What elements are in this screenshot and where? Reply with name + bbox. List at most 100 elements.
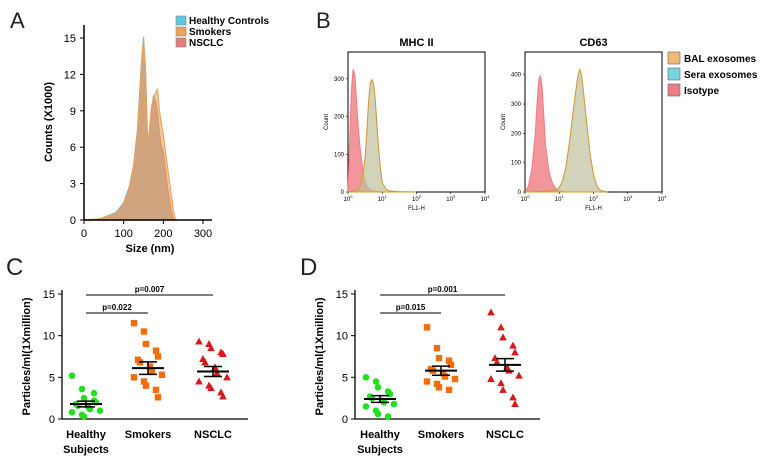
p-value-label: p=0.022	[102, 303, 132, 312]
data-point	[130, 319, 138, 327]
panel-label-d: D	[300, 254, 317, 281]
data-point	[372, 378, 380, 385]
x-tick-label: 100	[521, 194, 531, 203]
chart-a: 0 3 6 9 12 15 0 100 200 300 Size (nm) Counts (X1000…	[43, 15, 269, 255]
category-label-smokers: Smokers	[125, 429, 171, 441]
legend-swatch-sera-exosomes	[667, 67, 681, 81]
legend-label-nsclc: NSCLC	[189, 38, 223, 49]
category-label-healthy-subjects: Healthy	[66, 429, 107, 441]
data-point	[68, 372, 76, 379]
chart-d: 0 5 10 15 Healthy Subjects Smokers NSCLC Particl…	[314, 285, 540, 456]
data-point	[445, 357, 453, 364]
data-point	[509, 393, 517, 401]
y-tick-label: 300	[511, 102, 522, 108]
y-tick-label: 0	[518, 190, 522, 196]
y-axis-label: Counts (X1000)	[43, 82, 55, 162]
data-point	[497, 379, 505, 387]
y-tick-label: 200	[334, 115, 345, 121]
data-point	[451, 375, 459, 383]
data-point	[154, 353, 162, 360]
chart-title: MHC II	[399, 37, 433, 49]
category-label-nsclc: NSCLC	[486, 429, 524, 441]
data-point	[213, 369, 221, 377]
y-tick-label: 15	[64, 33, 76, 45]
x-tick-label: 100	[344, 194, 354, 203]
chart-c: 0 5 10 15 Healthy Subjects Smokers NSCLC Particl…	[21, 285, 248, 456]
x-tick-label: 0	[81, 228, 87, 240]
y-tick-label: 3	[70, 179, 76, 191]
data-point	[433, 380, 441, 388]
histogram-isotype	[524, 75, 567, 193]
histogram-bal-exosomes	[347, 78, 417, 193]
chart-b-legend: BAL exosomes Sera exosomes Isotype	[667, 51, 758, 97]
data-point	[140, 378, 148, 385]
data-point	[195, 377, 203, 385]
x-tick-label: 101	[378, 194, 388, 203]
y-tick-label: 5	[342, 372, 348, 384]
data-point	[439, 369, 447, 377]
y-tick-label: 0	[342, 414, 348, 426]
data-point	[374, 410, 382, 418]
y-tick-label: 9	[70, 106, 76, 118]
y-tick-label: 15	[43, 289, 55, 301]
data-point	[201, 358, 209, 366]
y-tick-label: 0	[70, 215, 76, 227]
legend-swatch-smokers	[175, 26, 187, 37]
data-point	[511, 348, 519, 356]
category-label-healthy-subjects: Subjects	[357, 444, 403, 456]
data-point	[511, 400, 519, 407]
legend-label-bal-exosomes: BAL exosomes	[684, 54, 757, 65]
data-point	[219, 350, 227, 357]
data-point	[90, 389, 98, 397]
y-tick-label: 400	[511, 73, 522, 79]
legend-label-smokers: Smokers	[189, 27, 232, 38]
category-label-healthy-subjects: Subjects	[63, 444, 109, 456]
x-tick-exponent: 4	[487, 194, 490, 199]
x-tick-exponent: 4	[664, 194, 667, 199]
x-axis-label: FL1-H	[585, 206, 602, 212]
x-tick-exponent: 3	[630, 194, 633, 199]
data-point	[195, 337, 203, 345]
y-tick-label: 0	[49, 414, 55, 426]
data-point	[158, 371, 166, 379]
data-point	[374, 384, 382, 391]
panel-label-b: B	[316, 8, 331, 33]
panel-label-a: A	[10, 8, 25, 33]
y-tick-label: 10	[336, 331, 348, 343]
y-tick-label: 6	[70, 142, 76, 154]
x-tick-label: 300	[194, 228, 212, 240]
category-label-healthy-subjects: Healthy	[360, 429, 401, 441]
legend-swatch-healthy-controls	[175, 15, 187, 26]
data-point	[390, 400, 398, 408]
y-tick-label: 200	[511, 131, 522, 137]
data-point	[80, 394, 88, 402]
legend-swatch-isotype	[667, 83, 681, 97]
data-point	[515, 371, 523, 379]
data-point	[154, 394, 162, 401]
y-tick-label: 300	[334, 77, 345, 83]
y-axis-label: Count	[501, 114, 507, 130]
category-label-smokers: Smokers	[418, 429, 464, 441]
data-point	[146, 363, 154, 370]
data-point	[499, 333, 507, 341]
y-tick-label: 12	[64, 69, 76, 81]
legend-swatch-nsclc	[175, 37, 187, 48]
x-tick-label: 103	[446, 194, 456, 203]
x-tick-label: 102	[412, 194, 422, 203]
data-point	[505, 366, 513, 374]
p-value-label: p=0.007	[135, 285, 165, 294]
data-point	[445, 386, 453, 394]
p-value-label: p=0.001	[428, 285, 458, 294]
y-tick-label: 0	[341, 190, 345, 196]
x-tick-label: 104	[658, 194, 668, 203]
data-point	[207, 384, 215, 392]
legend-label-isotype: Isotype	[684, 86, 719, 97]
y-tick-label: 100	[511, 161, 522, 167]
data-point	[148, 367, 156, 374]
x-tick-exponent: 2	[596, 194, 599, 199]
data-point	[152, 347, 160, 354]
p-value-label: p=0.015	[396, 303, 426, 312]
legend-label-sera-exosomes: Sera exosomes	[684, 70, 758, 81]
y-tick-label: 100	[334, 152, 345, 158]
